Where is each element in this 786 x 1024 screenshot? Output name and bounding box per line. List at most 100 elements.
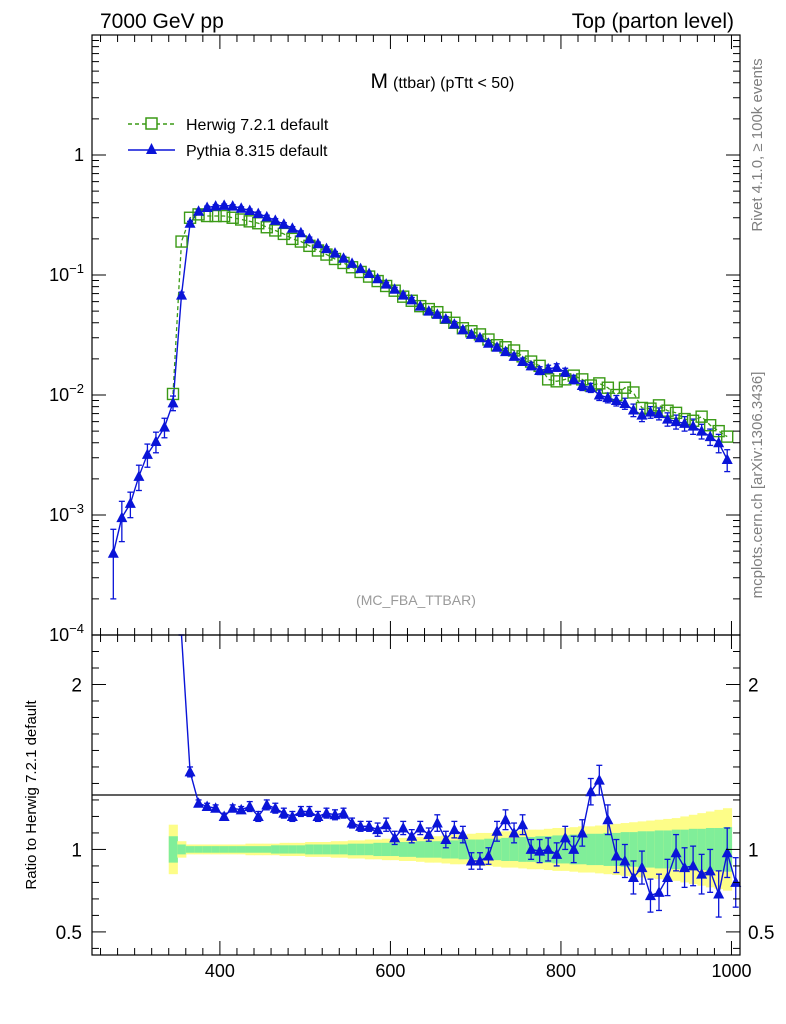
pythia-point — [662, 413, 674, 424]
y-tick-label: 10−3 — [49, 501, 84, 525]
ratio-plot-marks — [178, 634, 742, 918]
inner-band-segment — [586, 833, 596, 866]
pythia-point — [244, 204, 256, 215]
pythia-point — [542, 362, 554, 374]
ratio-point — [286, 810, 298, 821]
ratio-point — [721, 846, 733, 858]
pythia-point — [406, 293, 418, 305]
pythia-point — [551, 361, 563, 372]
inner-band-segment — [637, 831, 647, 868]
ratio-point — [244, 800, 256, 812]
pythia-point — [176, 289, 188, 300]
inner-band-segment — [236, 846, 247, 853]
ratio-point — [610, 850, 622, 861]
ratio-point — [679, 861, 691, 873]
pythia-point — [704, 430, 716, 442]
inner-band-segment — [697, 828, 707, 871]
ratio-point — [431, 817, 443, 828]
ratio-point — [389, 831, 401, 843]
herwig-point — [286, 232, 299, 246]
ratio-point — [704, 864, 716, 876]
pythia-point — [721, 453, 733, 465]
herwig-point — [243, 215, 256, 228]
inner-band-segment — [271, 845, 281, 854]
pythia-point — [269, 214, 281, 225]
ratio-point — [508, 826, 520, 838]
herwig-point — [175, 235, 188, 248]
inner-band-segment — [288, 845, 298, 854]
pythia-point — [457, 323, 469, 335]
herwig-point — [269, 224, 282, 237]
inner-band-segment — [339, 844, 349, 855]
pythia-point — [627, 403, 639, 415]
ratio-point — [380, 818, 392, 830]
inner-band-segment — [424, 841, 434, 858]
ratio-point — [559, 831, 571, 843]
analysis-watermark: (MC_FBA_TTBAR) — [356, 592, 476, 608]
pythia-point — [124, 497, 136, 508]
herwig-point — [226, 211, 239, 224]
ratio-point — [687, 859, 699, 871]
inner-band-segment — [646, 831, 656, 868]
ratio-point — [193, 797, 205, 808]
pythia-point — [431, 308, 443, 319]
inner-band-segment — [416, 841, 426, 858]
ratio-point — [261, 798, 273, 810]
pythia-point — [227, 200, 239, 211]
legend-herwig-label: Herwig 7.2.1 default — [186, 117, 329, 134]
herwig-point — [217, 209, 231, 223]
ratio-point — [218, 810, 230, 821]
pythia-point — [670, 415, 682, 427]
herwig-point — [235, 213, 248, 226]
plot-title-sub: (ttbar) (pTtt < 50) — [393, 75, 514, 92]
pythia-point — [235, 202, 247, 213]
pythia-series-line — [112, 204, 728, 554]
pythia-point — [286, 222, 298, 233]
pythia-point — [696, 425, 708, 436]
ratio-point — [346, 817, 358, 828]
inner-band-segment — [373, 842, 383, 857]
inner-band-segment — [714, 827, 724, 871]
ratio-y-tick-label-right: 2 — [748, 675, 759, 696]
herwig-point — [695, 410, 708, 423]
inner-band-segment — [629, 832, 639, 867]
pythia-point — [372, 272, 384, 284]
ratio-point — [312, 810, 324, 821]
pythia-point — [312, 237, 324, 249]
pythia-point — [320, 242, 332, 254]
ratio-y-tick-label: 2 — [71, 675, 82, 696]
ratio-point — [252, 810, 264, 821]
ratio-point — [457, 828, 469, 840]
pythia-point — [346, 257, 358, 268]
ratio-point — [210, 802, 222, 813]
pythia-point — [448, 318, 460, 329]
ratio-plot-panel: 400 600 800 1000 0.5 0.5 1 1 2 2 Ratio to Herwig … — [23, 634, 774, 981]
herwig-point — [721, 430, 734, 443]
ratio-point — [602, 813, 614, 825]
pythia-point — [295, 226, 307, 238]
pythia-point — [585, 381, 597, 393]
pythia-point — [559, 366, 571, 377]
ratio-point — [670, 846, 682, 858]
ratio-y-tick-label: 1 — [71, 840, 82, 861]
ratio-point — [491, 825, 503, 836]
inner-band-segment — [177, 844, 187, 855]
mcplots-label: mcplots.cern.ch [arXiv:1306.3436] — [749, 372, 766, 599]
pythia-point — [150, 435, 162, 446]
inner-band-segment — [467, 839, 477, 860]
pythia-point — [201, 201, 213, 213]
inner-band-segment — [322, 844, 332, 855]
herwig-point — [627, 386, 640, 399]
ratio-point — [372, 823, 384, 835]
ratio-point — [542, 843, 554, 854]
ratio-y-tick-label-right: 0.5 — [748, 923, 774, 944]
ratio-point — [329, 808, 341, 820]
pythia-point — [389, 283, 401, 294]
inner-band-segment — [578, 834, 588, 865]
inner-band-segment — [305, 844, 315, 855]
ratio-point — [448, 823, 460, 835]
legend-herwig-marker — [145, 117, 158, 130]
pythia-point — [534, 364, 546, 376]
inner-band-segment — [211, 846, 221, 853]
